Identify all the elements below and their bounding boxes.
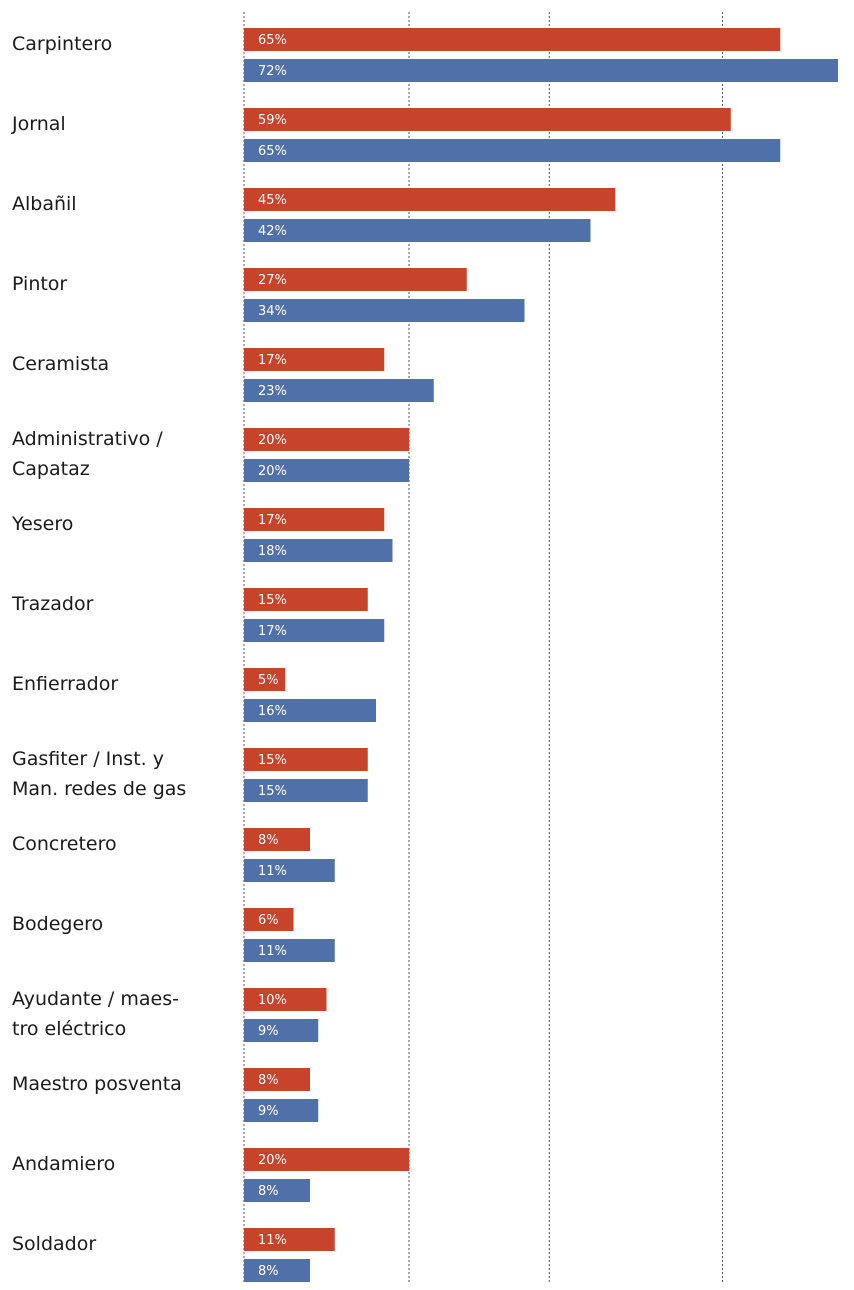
bar-value-label: 20% xyxy=(258,464,287,479)
bar-series-red xyxy=(244,1148,409,1171)
bar-series-red xyxy=(244,908,294,931)
category-label: Ayudante / maes-tro eléctrico xyxy=(12,988,179,1040)
bar-value-label: 65% xyxy=(258,33,287,48)
bar-series-blue xyxy=(244,1179,310,1202)
bar-series-blue xyxy=(244,1099,319,1122)
bar-series-blue xyxy=(244,459,409,482)
bar-series-blue xyxy=(244,859,335,882)
category-label: Concretero xyxy=(12,833,117,855)
bar-value-label: 9% xyxy=(258,1024,279,1039)
category-label: Jornal xyxy=(11,113,66,135)
bar-value-label: 8% xyxy=(258,833,279,848)
bar-value-label: 20% xyxy=(258,1153,287,1168)
category-label: Albañil xyxy=(12,193,77,215)
category-label: Gasfiter / Inst. y Man. redes de gas xyxy=(12,748,186,800)
bar-series-red xyxy=(244,1228,335,1251)
category-label: Administrativo / Capataz xyxy=(12,428,163,480)
bar-value-label: 59% xyxy=(258,113,287,128)
bar-series-blue xyxy=(244,1019,319,1042)
bar-series-red xyxy=(244,668,286,691)
bar-series-blue xyxy=(244,1259,310,1282)
bar-series-red xyxy=(244,828,310,851)
bar-value-label: 23% xyxy=(258,384,287,399)
bar-series-red xyxy=(244,268,467,291)
bar-value-label: 42% xyxy=(258,224,287,239)
bar-value-label: 6% xyxy=(258,913,279,928)
bar-series-red xyxy=(244,588,368,611)
bar-value-label: 15% xyxy=(258,593,287,608)
bar-value-label: 17% xyxy=(258,353,287,368)
category-label: Yesero xyxy=(11,513,73,535)
bar-series-blue xyxy=(244,779,368,802)
bars: 65% 72% 59% 65% 45% 42% 27% 34% 17% 23% 20% 20% 17% 1… xyxy=(244,28,838,1282)
bar-series-blue xyxy=(244,139,781,162)
category-label: Carpintero xyxy=(12,33,112,55)
bar-value-label: 9% xyxy=(258,1104,279,1119)
bar-series-red xyxy=(244,28,781,51)
bar-value-label: 15% xyxy=(258,753,287,768)
category-labels: Carpintero Jornal Albañil Pintor Ceramista Ad… xyxy=(11,33,186,1255)
bar-series-red xyxy=(244,508,385,531)
bar-value-label: 18% xyxy=(258,544,287,559)
category-label: Maestro posventa xyxy=(12,1073,182,1095)
bar-series-blue xyxy=(244,59,838,82)
bar-value-label: 34% xyxy=(258,304,287,319)
bar-value-label: 20% xyxy=(258,433,287,448)
bar-series-red xyxy=(244,748,368,771)
bar-series-blue xyxy=(244,299,525,322)
bar-series-blue xyxy=(244,219,591,242)
bar-value-label: 11% xyxy=(258,864,287,879)
bar-value-label: 15% xyxy=(258,784,287,799)
bar-series-red xyxy=(244,988,327,1011)
bar-series-red xyxy=(244,1068,310,1091)
bar-series-red xyxy=(244,348,385,371)
category-label: Pintor xyxy=(12,273,67,295)
bar-value-label: 10% xyxy=(258,993,287,1008)
bar-series-red xyxy=(244,108,731,131)
bar-value-label: 27% xyxy=(258,273,287,288)
bar-value-label: 11% xyxy=(258,1233,287,1248)
bar-series-blue xyxy=(244,539,393,562)
bar-value-label: 8% xyxy=(258,1264,279,1279)
category-label: Trazador xyxy=(11,593,94,615)
category-label: Bodegero xyxy=(12,913,103,935)
bar-series-red xyxy=(244,428,409,451)
bar-value-label: 17% xyxy=(258,513,287,528)
bar-value-label: 65% xyxy=(258,144,287,159)
category-label: Enfierrador xyxy=(12,673,118,695)
bar-series-blue xyxy=(244,379,434,402)
bar-value-label: 8% xyxy=(258,1184,279,1199)
bar-value-label: 72% xyxy=(258,64,287,79)
bar-value-label: 5% xyxy=(258,673,279,688)
bar-series-blue xyxy=(244,699,376,722)
bar-series-blue xyxy=(244,939,335,962)
bar-value-label: 16% xyxy=(258,704,287,719)
category-label: Soldador xyxy=(12,1233,96,1255)
bar-series-blue xyxy=(244,619,385,642)
bar-value-label: 8% xyxy=(258,1073,279,1088)
category-label: Ceramista xyxy=(12,353,109,375)
bar-series-red xyxy=(244,188,616,211)
bar-value-label: 11% xyxy=(258,944,287,959)
bar-value-label: 17% xyxy=(258,624,287,639)
bar-value-label: 45% xyxy=(258,193,287,208)
category-label: Andamiero xyxy=(12,1153,115,1175)
